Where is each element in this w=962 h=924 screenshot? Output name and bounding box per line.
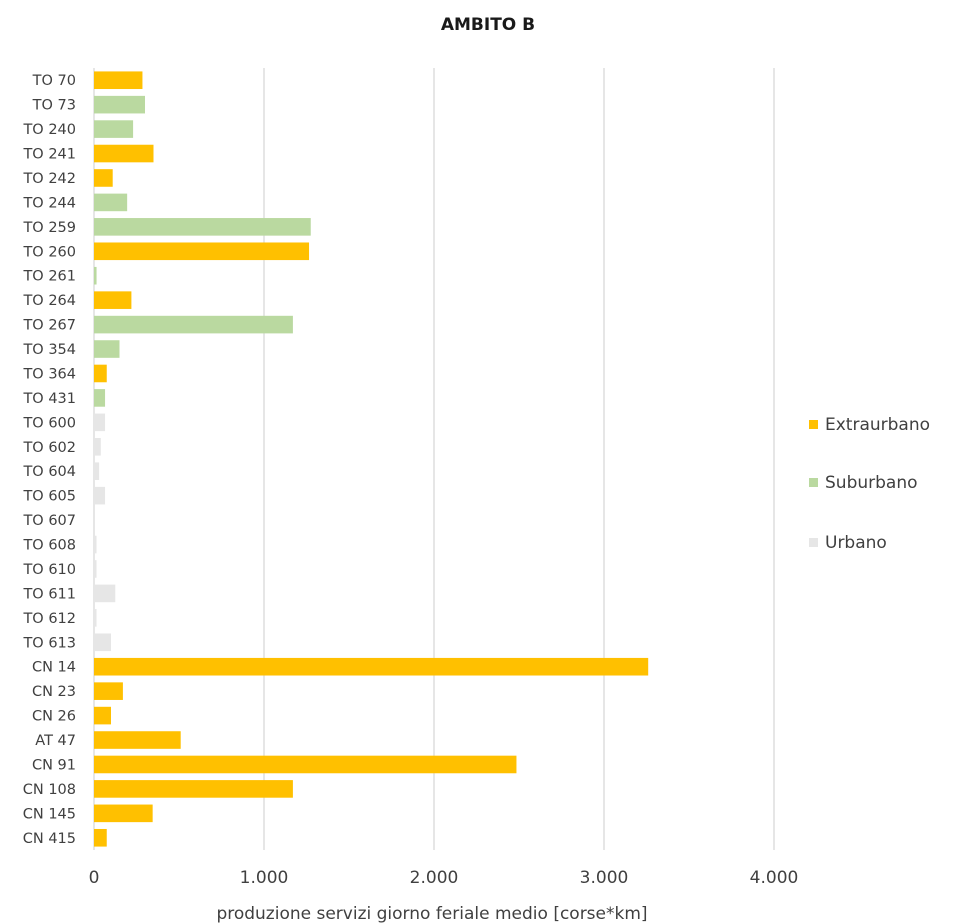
- bar: [94, 95, 145, 114]
- bar: [94, 828, 107, 847]
- legend-swatch: [809, 478, 818, 487]
- chart-title: AMBITO B: [441, 15, 535, 35]
- bar: [94, 780, 293, 798]
- x-tick-label: 4.000: [750, 868, 799, 888]
- x-tick-label: 0: [89, 868, 100, 888]
- bar: [94, 633, 111, 652]
- category-label: TO 431: [22, 391, 76, 407]
- bar: [94, 169, 113, 187]
- x-tick-label: 3.000: [580, 868, 629, 888]
- legend: Extraurbano Suburbano Urbano: [809, 415, 930, 553]
- legend-label: Suburbano: [825, 473, 918, 493]
- bar: [94, 462, 100, 481]
- legend-label: Urbano: [825, 533, 887, 553]
- bars: [94, 71, 649, 847]
- category-label: CN 23: [32, 684, 76, 700]
- x-axis-title: produzione servizi giorno feriale medio …: [216, 904, 647, 924]
- bar: [94, 731, 181, 749]
- category-label: TO 604: [22, 464, 76, 480]
- category-label: TO 602: [22, 440, 76, 456]
- bar: [94, 193, 128, 212]
- category-label: TO 241: [22, 147, 76, 163]
- bar: [94, 657, 649, 676]
- bar: [94, 437, 101, 456]
- category-label: TO 73: [32, 98, 76, 114]
- bar: [94, 706, 111, 725]
- legend-swatch: [809, 538, 818, 547]
- bar: [94, 609, 97, 627]
- bar: [94, 389, 106, 407]
- bar: [94, 682, 123, 700]
- bar: [94, 71, 143, 90]
- category-label: TO 264: [22, 293, 76, 309]
- category-label: TO 261: [22, 269, 76, 285]
- category-label: TO 240: [22, 122, 76, 138]
- legend-label: Extraurbano: [825, 415, 930, 435]
- category-labels: TO 70 TO 73 TO 240 TO 241 TO 242 TO 244 TO 259…: [22, 73, 76, 847]
- bar: [94, 535, 97, 554]
- bar: [94, 804, 153, 823]
- bar: [94, 144, 154, 163]
- category-label: CN 415: [23, 831, 76, 847]
- category-label: TO 605: [22, 489, 76, 505]
- category-label: CN 91: [32, 757, 76, 773]
- category-label: TO 267: [22, 318, 76, 334]
- bar: [94, 218, 311, 236]
- category-label: TO 608: [22, 538, 76, 554]
- bar: [94, 315, 293, 334]
- category-label: TO 613: [22, 635, 76, 651]
- bar: [94, 560, 97, 578]
- x-tick-labels: 0 1.000 2.000 3.000 4.000: [89, 868, 799, 888]
- category-label: TO 612: [22, 611, 76, 627]
- bar: [94, 291, 132, 309]
- bar: [94, 242, 310, 261]
- bar: [94, 413, 106, 432]
- category-label: TO 607: [22, 513, 76, 529]
- category-label: TO 611: [22, 586, 76, 602]
- category-label: TO 70: [32, 73, 76, 89]
- category-label: CN 145: [23, 806, 76, 822]
- category-label: TO 364: [22, 366, 76, 382]
- gridlines: [93, 68, 775, 850]
- bar: [94, 120, 134, 138]
- bar: [94, 486, 106, 505]
- category-label: TO 260: [22, 244, 76, 260]
- x-tick-label: 1.000: [240, 868, 289, 888]
- category-label: CN 26: [32, 709, 76, 725]
- bar: [94, 364, 107, 383]
- legend-swatch: [809, 420, 818, 429]
- category-label: TO 610: [22, 562, 76, 578]
- category-label: CN 108: [23, 782, 76, 798]
- bar: [94, 266, 97, 285]
- bar: [94, 584, 116, 603]
- category-label: TO 244: [22, 195, 76, 211]
- category-label: CN 14: [32, 660, 76, 676]
- x-tick-label: 2.000: [410, 868, 459, 888]
- category-label: TO 354: [22, 342, 76, 358]
- category-label: TO 600: [22, 415, 76, 431]
- bar: [94, 340, 120, 358]
- category-label: TO 259: [22, 220, 76, 236]
- category-label: AT 47: [35, 733, 76, 749]
- bar: [94, 755, 517, 774]
- category-label: TO 242: [22, 171, 76, 187]
